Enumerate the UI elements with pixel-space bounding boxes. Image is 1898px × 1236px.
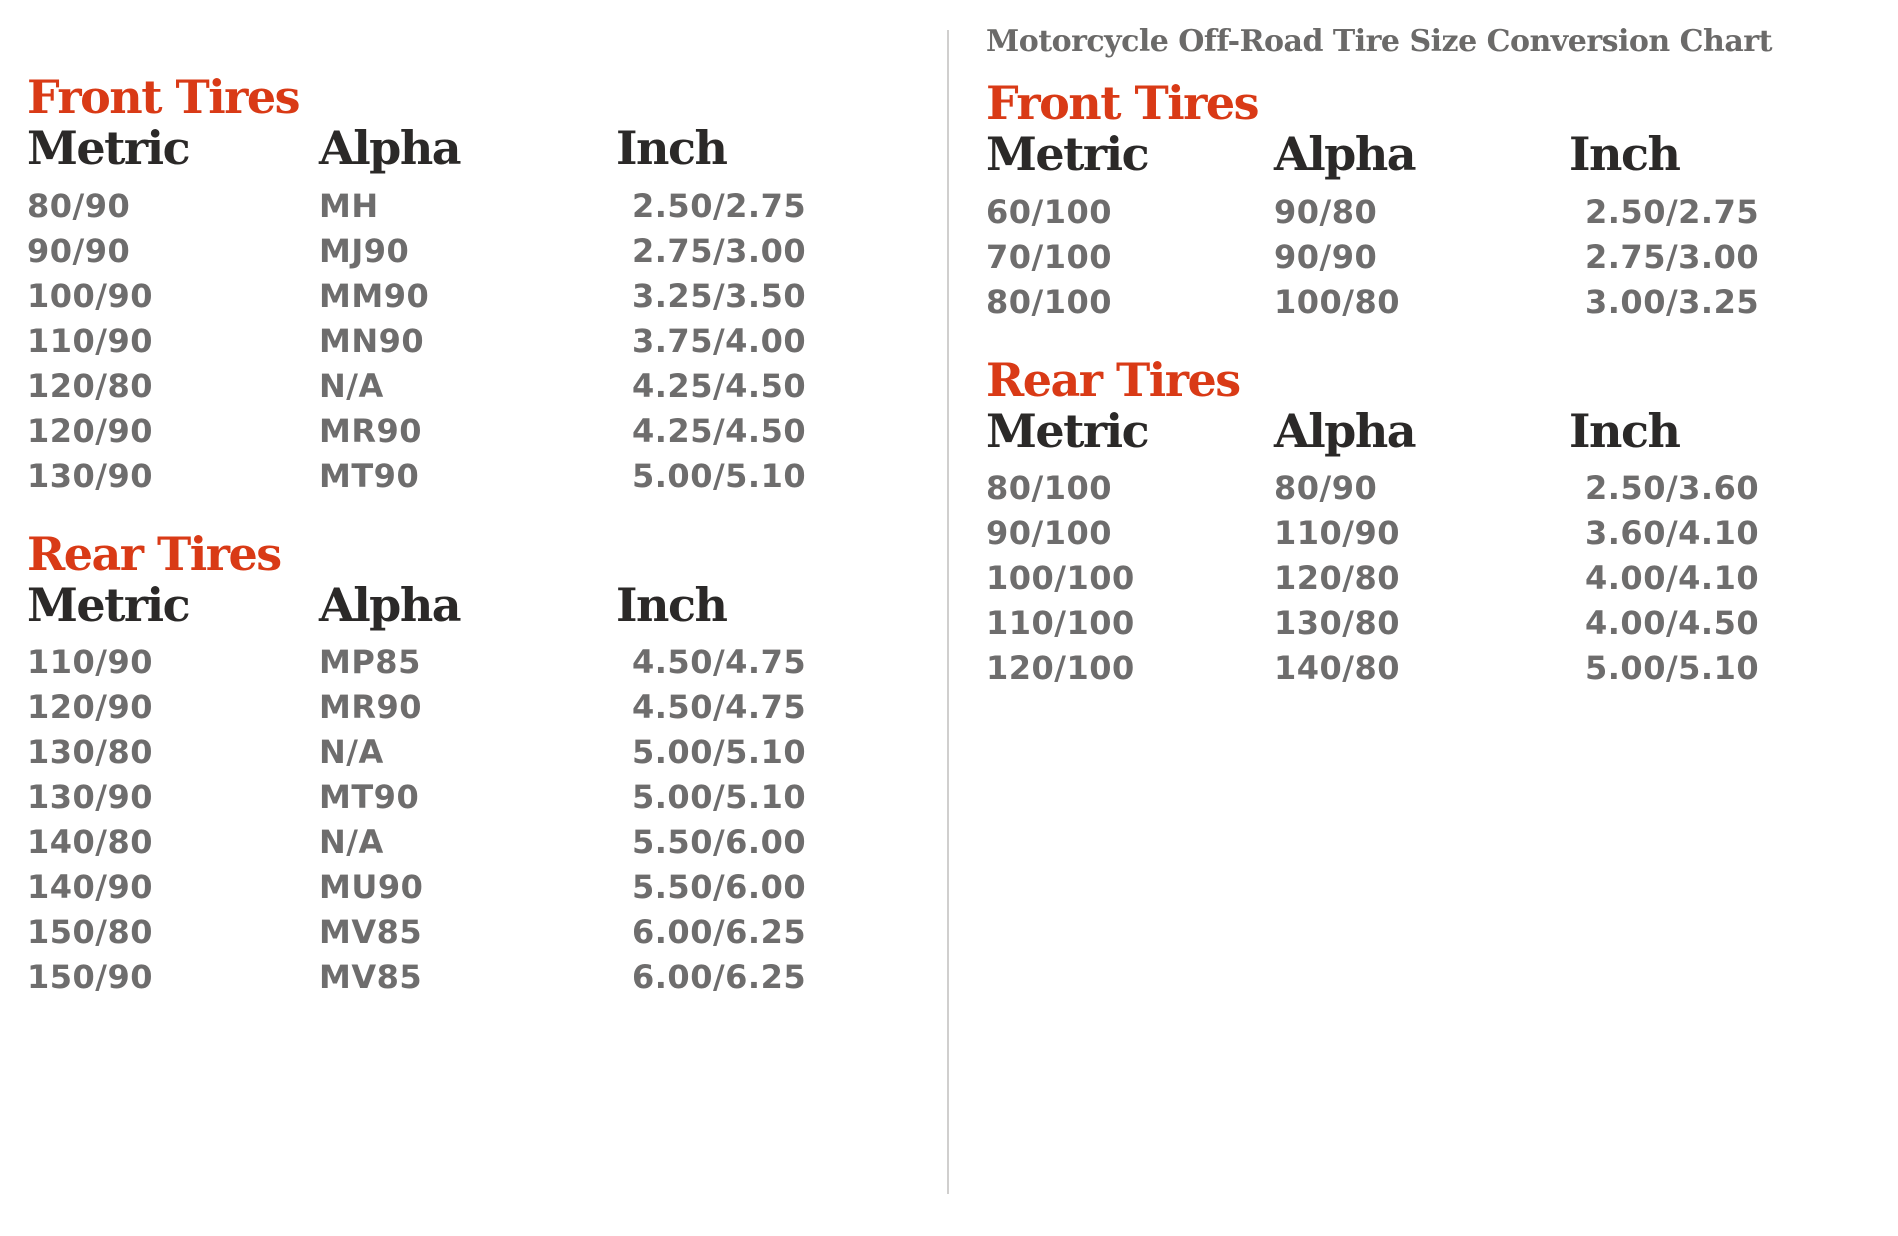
table-cell: 140/90 (27, 868, 154, 907)
left-front-tires-table: Metric Alpha Inch 80/90 MH 2.50/2.75 90/90 MJ90… (27, 121, 907, 499)
table-cell: 5.00/5.10 (632, 456, 807, 495)
table-cell: 80/90 (27, 186, 131, 225)
table-cell: 140/80 (27, 823, 154, 862)
street-tire-panel: Front Tires Metric Alpha Inch 80/90 MH 2.50/2… (27, 74, 907, 1000)
table-cell: 80/100 (986, 469, 1113, 508)
rear-tires-heading: Rear Tires (986, 352, 1241, 407)
table-cell: 130/80 (1274, 604, 1401, 643)
table-cell: 110/90 (27, 643, 154, 682)
table-cell: 2.75/3.00 (632, 231, 807, 270)
table-cell: 150/90 (27, 958, 154, 997)
column-header-inch: Inch (1569, 127, 1681, 181)
column-header-metric: Metric (27, 121, 191, 175)
table-cell: 4.50/4.75 (632, 688, 807, 727)
table-cell: MV85 (319, 913, 423, 952)
column-header-alpha: Alpha (319, 121, 462, 175)
table-cell: 150/80 (27, 913, 154, 952)
rear-tires-heading: Rear Tires (27, 526, 282, 581)
table-cell: 80/100 (986, 282, 1113, 321)
offroad-rear-tires-table: Metric Alpha Inch 80/100 80/90 2.50/3.60 90/10… (986, 403, 1866, 692)
column-header-metric: Metric (27, 577, 191, 632)
left-front-tires-section: Front Tires Metric Alpha Inch 80/90 MH 2.50/2… (27, 74, 907, 499)
table-cell: 3.25/3.50 (632, 276, 807, 315)
table-cell: N/A (319, 823, 384, 862)
table-cell: 90/90 (1274, 237, 1378, 276)
table-cell: 110/100 (986, 604, 1135, 643)
left-rear-tires-table: Metric Alpha Inch 110/90 MP85 4.50/4.75 120/90… (27, 577, 907, 1001)
left-rear-tires-section: Rear Tires Metric Alpha Inch 110/90 MP85 4.50… (27, 531, 907, 1001)
table-cell: 4.00/4.10 (1585, 559, 1760, 598)
table-cell: 6.00/6.25 (632, 913, 807, 952)
table-cell: 5.50/6.00 (632, 823, 807, 862)
table-cell: 4.00/4.50 (1585, 604, 1760, 643)
column-header-metric: Metric (986, 127, 1150, 181)
offroad-rear-tires-section: Rear Tires Metric Alpha Inch 80/100 80/90 2.5… (986, 357, 1866, 692)
table-cell: 6.00/6.25 (632, 958, 807, 997)
table-cell: 130/90 (27, 778, 154, 817)
column-header-metric: Metric (986, 403, 1150, 458)
table-cell: MT90 (319, 456, 420, 495)
table-cell: 5.00/5.10 (1585, 649, 1760, 688)
table-cell: N/A (319, 733, 384, 772)
column-header-alpha: Alpha (1274, 127, 1417, 181)
column-header-inch: Inch (616, 577, 728, 632)
table-cell: 2.75/3.00 (1585, 237, 1760, 276)
table-cell: 110/90 (1274, 514, 1401, 553)
table-cell: 120/90 (27, 411, 154, 450)
table-cell: 140/80 (1274, 649, 1401, 688)
table-cell: 60/100 (986, 192, 1113, 231)
table-cell: 120/80 (1274, 559, 1401, 598)
table-cell: MH (319, 186, 379, 225)
table-cell: 90/100 (986, 514, 1113, 553)
page-title: Motorcycle Off-Road Tire Size Conversion… (986, 24, 1772, 59)
table-cell: MT90 (319, 778, 420, 817)
table-cell: 2.50/3.60 (1585, 469, 1760, 508)
offroad-front-tires-section: Front Tires Metric Alpha Inch 60/100 90/80 2.… (986, 80, 1866, 325)
column-header-inch: Inch (1569, 403, 1681, 458)
table-cell: 120/80 (27, 366, 154, 405)
table-cell: MM90 (319, 276, 430, 315)
front-tires-heading: Front Tires (27, 70, 301, 124)
table-cell: 5.50/6.00 (632, 868, 807, 907)
table-cell: 110/90 (27, 321, 154, 360)
column-header-alpha: Alpha (319, 577, 462, 632)
table-cell: 4.25/4.50 (632, 366, 807, 405)
off-road-tire-panel: Motorcycle Off-Road Tire Size Conversion… (986, 24, 1866, 691)
vertical-divider (947, 30, 949, 1194)
table-cell: N/A (319, 366, 384, 405)
table-cell: 100/100 (986, 559, 1135, 598)
table-cell: 70/100 (986, 237, 1113, 276)
table-cell: 90/90 (27, 231, 131, 270)
table-cell: 80/90 (1274, 469, 1378, 508)
table-cell: 90/80 (1274, 192, 1378, 231)
table-cell: MN90 (319, 321, 425, 360)
table-cell: 2.50/2.75 (632, 186, 807, 225)
table-cell: 5.00/5.10 (632, 778, 807, 817)
table-cell: MV85 (319, 958, 423, 997)
table-cell: 5.00/5.10 (632, 733, 807, 772)
table-cell: 100/90 (27, 276, 154, 315)
table-cell: 2.50/2.75 (1585, 192, 1760, 231)
table-cell: 3.75/4.00 (632, 321, 807, 360)
table-cell: 3.60/4.10 (1585, 514, 1760, 553)
table-cell: 130/90 (27, 456, 154, 495)
table-cell: MJ90 (319, 231, 410, 270)
table-cell: 130/80 (27, 733, 154, 772)
table-cell: 4.50/4.75 (632, 643, 807, 682)
table-cell: MP85 (319, 643, 421, 682)
table-cell: 4.25/4.50 (632, 411, 807, 450)
front-tires-heading: Front Tires (986, 76, 1260, 130)
column-header-alpha: Alpha (1274, 403, 1417, 458)
table-cell: MR90 (319, 688, 423, 727)
table-cell: 120/100 (986, 649, 1135, 688)
table-cell: 3.00/3.25 (1585, 282, 1760, 321)
table-cell: 120/90 (27, 688, 154, 727)
table-cell: MR90 (319, 411, 423, 450)
offroad-front-tires-table: Metric Alpha Inch 60/100 90/80 2.50/2.75 70/10… (986, 127, 1866, 325)
table-cell: 100/80 (1274, 282, 1401, 321)
column-header-inch: Inch (616, 121, 728, 175)
table-cell: MU90 (319, 868, 424, 907)
